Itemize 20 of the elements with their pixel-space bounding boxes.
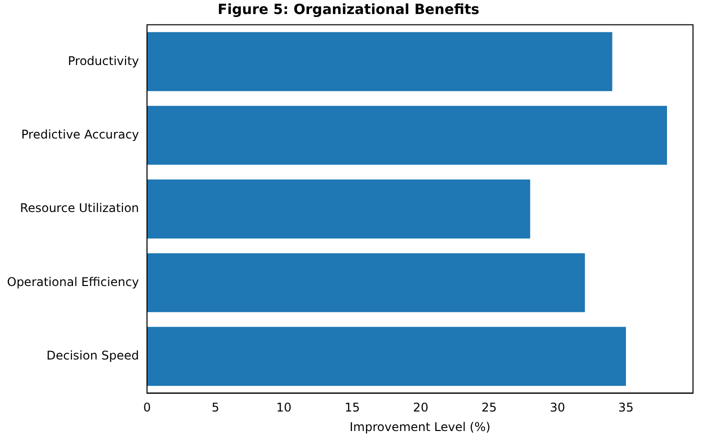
bar <box>147 253 585 312</box>
y-tick-label: Productivity <box>68 54 140 68</box>
bar <box>147 180 530 238</box>
x-tick-label: 10 <box>276 400 292 415</box>
x-tick-label: 30 <box>550 400 566 415</box>
x-tick-label: 20 <box>413 400 428 415</box>
bar <box>147 326 626 386</box>
chart-title: Figure 5: Organizational Benefits <box>218 2 480 18</box>
bar <box>147 106 667 165</box>
y-tick-label: Predictive Accuracy <box>21 127 140 142</box>
x-tick-label: 35 <box>618 400 634 415</box>
x-tick-label: 25 <box>481 400 497 415</box>
x-axis-title: Improvement Level (%) <box>350 420 490 434</box>
x-tick-label: 15 <box>344 400 360 415</box>
bar <box>147 32 612 92</box>
y-tick-label: Operational Efficiency <box>6 274 140 289</box>
x-tick-label: 0 <box>143 400 151 415</box>
y-tick-label: Resource Utilization <box>20 201 140 216</box>
y-tick-label: Decision Speed <box>46 348 140 362</box>
x-tick-label: 5 <box>212 400 220 415</box>
